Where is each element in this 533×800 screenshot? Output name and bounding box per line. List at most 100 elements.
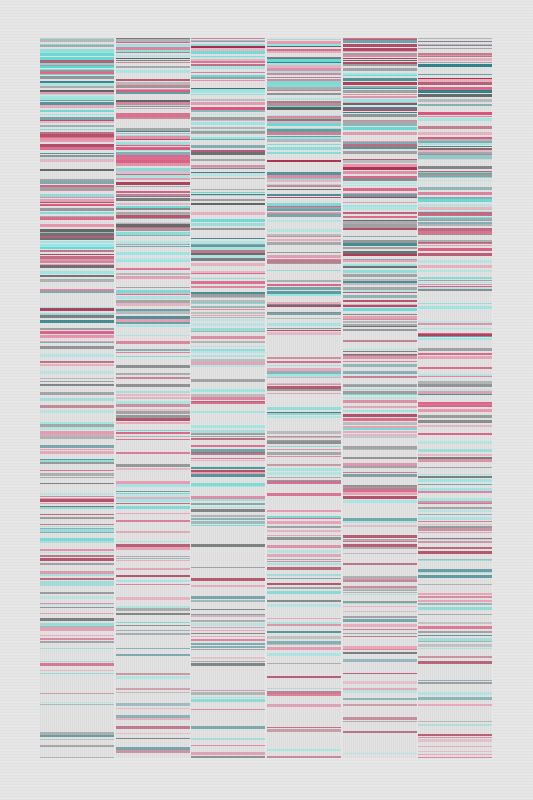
stripe <box>343 109 417 111</box>
stripe <box>267 413 341 415</box>
stripe <box>116 356 190 357</box>
stripe <box>267 631 341 633</box>
stripe <box>191 379 265 382</box>
stripe <box>418 245 492 246</box>
stripe <box>191 362 265 365</box>
stripe <box>418 286 492 287</box>
stripe <box>418 143 492 145</box>
stripe <box>40 524 114 525</box>
stripe <box>418 104 492 106</box>
stripe <box>40 661 114 662</box>
stripe <box>191 567 265 568</box>
stripe <box>418 498 492 501</box>
stripe <box>267 175 341 178</box>
stripe <box>343 629 417 630</box>
stripe <box>267 694 341 696</box>
stripe <box>343 463 417 466</box>
stripe <box>418 569 492 572</box>
stripe <box>267 323 341 326</box>
stripe <box>40 506 114 507</box>
stripe <box>343 290 417 292</box>
stripe <box>191 167 265 168</box>
stripe <box>267 234 341 236</box>
stripe <box>40 431 114 434</box>
stripe <box>343 78 417 81</box>
stripe <box>418 56 492 57</box>
stripe <box>191 470 265 472</box>
stripe <box>343 295 417 298</box>
stripe <box>267 441 341 444</box>
stripe <box>116 622 190 623</box>
stripe <box>40 204 114 206</box>
stripe <box>40 265 114 268</box>
stripe <box>418 467 492 468</box>
stripe <box>267 567 341 570</box>
stripe <box>116 258 190 260</box>
stripe <box>40 578 114 580</box>
stripe <box>116 373 190 375</box>
stripe <box>418 635 492 636</box>
stripe <box>116 464 190 467</box>
stripe <box>40 517 114 519</box>
stripe <box>116 415 190 418</box>
stripe <box>40 528 114 529</box>
stripe <box>40 114 114 115</box>
stripe <box>40 342 114 343</box>
stripe <box>191 152 265 155</box>
stripe <box>418 82 492 85</box>
stripe <box>267 259 341 260</box>
stripe <box>191 223 265 226</box>
stripe <box>418 415 492 418</box>
stripe <box>267 44 341 46</box>
stripe <box>343 361 417 362</box>
stripe <box>343 601 417 603</box>
stripe <box>116 135 190 136</box>
stripe <box>191 145 265 148</box>
stripe <box>267 206 341 207</box>
stripe <box>343 406 417 408</box>
stripe <box>191 460 265 461</box>
stripe <box>191 165 265 167</box>
stripe <box>418 559 492 560</box>
stripe <box>343 449 417 450</box>
stripe <box>343 619 417 622</box>
stripe <box>343 466 417 468</box>
stripe <box>116 60 190 61</box>
stripe <box>418 532 492 533</box>
stripe <box>191 438 265 440</box>
stripe <box>267 446 341 447</box>
stripe <box>116 300 190 303</box>
stripe <box>116 513 190 514</box>
stripe <box>40 153 114 154</box>
stripe <box>418 526 492 528</box>
stripe <box>191 328 265 331</box>
stripe <box>343 82 417 85</box>
stripe <box>418 78 492 79</box>
stripe <box>40 470 114 471</box>
stripe <box>267 749 341 751</box>
stripe <box>116 625 190 626</box>
stripe <box>40 618 114 621</box>
stripe <box>40 261 114 263</box>
stripe <box>116 39 190 42</box>
stripe <box>191 127 265 129</box>
stripe <box>343 611 417 612</box>
stripe <box>116 235 190 236</box>
stripe <box>40 538 114 541</box>
stripe <box>343 731 417 733</box>
stripe <box>267 179 341 182</box>
stripe <box>40 378 114 379</box>
stripe <box>267 132 341 135</box>
stripe <box>267 160 341 162</box>
stripe <box>267 81 341 84</box>
stripe <box>40 460 114 462</box>
stripe <box>40 392 114 395</box>
stripe <box>418 157 492 159</box>
stripe <box>418 132 492 135</box>
stripe <box>418 323 492 325</box>
stripe <box>343 68 417 71</box>
stripe <box>191 483 265 486</box>
stripe <box>116 606 190 608</box>
stripe <box>343 376 417 378</box>
stripe <box>418 547 492 549</box>
